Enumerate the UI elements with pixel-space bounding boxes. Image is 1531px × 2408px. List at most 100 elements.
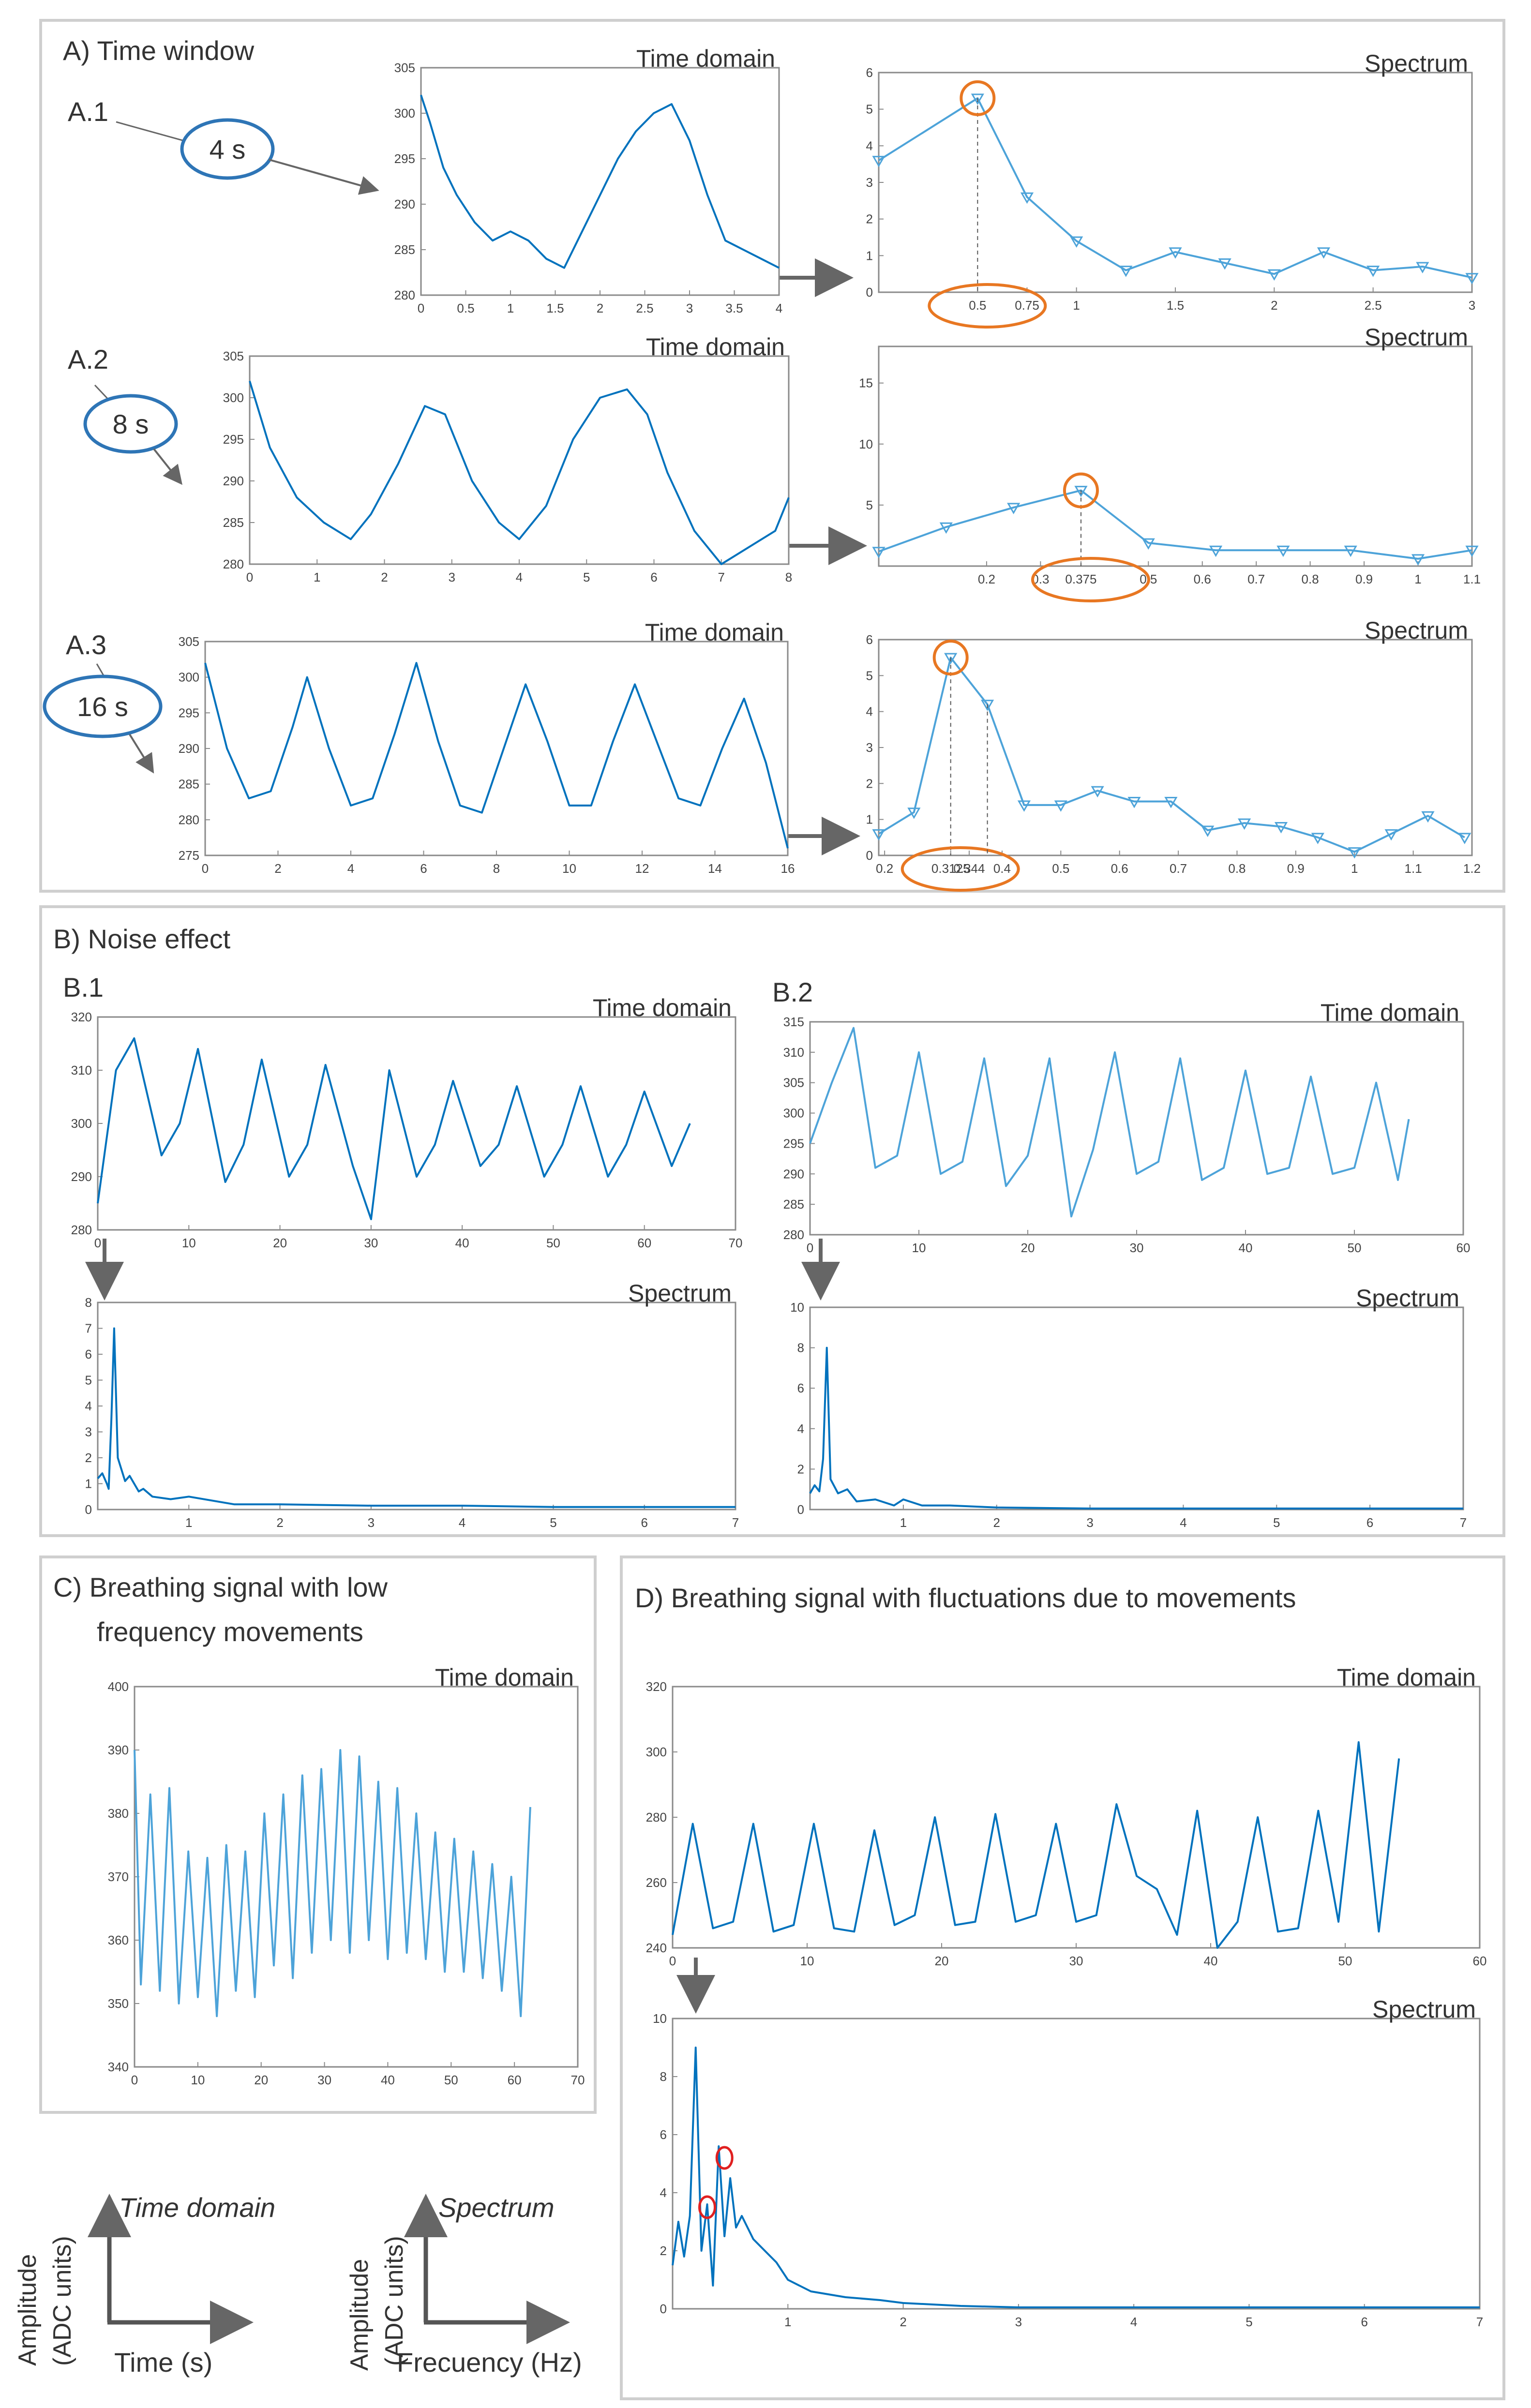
x-tick-label: 10: [912, 1241, 926, 1255]
y-tick-label: 300: [394, 106, 415, 120]
legend-spectrum-title: Spectrum: [438, 2192, 555, 2223]
y-tick-label: 8: [660, 2069, 667, 2084]
x-tick-label: 0: [807, 1241, 813, 1255]
x-tick-label: 50: [1338, 1954, 1352, 1968]
x-tick-label: 1.5: [546, 301, 564, 315]
y-tick-label: 10: [790, 1300, 804, 1315]
x-tick-label: 1: [1073, 298, 1080, 313]
chart-title: Time domain: [646, 333, 785, 360]
y-tick-label: 5: [866, 668, 873, 683]
chart-title: Spectrum: [1356, 1285, 1459, 1312]
x-tick-label: 2: [274, 861, 281, 876]
chart-a3-time: 0 2 4 6 8 10 12 14 16 275 280 285 290 295 300 305 Time d…: [179, 619, 795, 876]
x-tick-label: 0: [131, 2073, 138, 2087]
x-tick-label: 14: [708, 861, 722, 876]
x-tick-label: 5: [1246, 2315, 1252, 2329]
y-tick-label: 260: [646, 1875, 667, 1890]
data-point: [1070, 236, 1083, 248]
y-tick-label: 6: [85, 1347, 92, 1361]
chart-a2-spectrum: 0.2 0.3 0.375 0.5 0.6 0.7 0.8 0.9 1 1.151015Spect…: [859, 324, 1481, 602]
y-tick-label: 280: [394, 288, 415, 302]
x-tick-label: 1: [1414, 572, 1421, 586]
x-tick-label: 0.7: [1247, 572, 1265, 586]
data-point: [907, 808, 921, 819]
data-point: [1074, 486, 1088, 497]
data-point: [1141, 538, 1155, 550]
chart-title: Spectrum: [1365, 50, 1468, 77]
y-tick-label: 290: [179, 741, 199, 756]
x-tick-label: 5: [550, 1515, 556, 1530]
section-a-title: A) Time window: [63, 35, 255, 66]
x-tick-label: 3: [368, 1515, 375, 1530]
data-point: [1201, 825, 1215, 837]
x-tick-label: 10: [562, 861, 576, 876]
section-a-frame: [39, 19, 1505, 893]
peak-frequency-highlight: [901, 846, 1020, 892]
x-tick-label: 60: [1473, 1954, 1487, 1968]
data-point: [872, 156, 886, 167]
row-label-b1: B.1: [63, 972, 104, 1002]
y-tick-label: 1: [85, 1477, 92, 1491]
section-c-title-line1: C) Breathing signal with low: [53, 1572, 388, 1602]
y-tick-label: 0: [797, 1502, 804, 1517]
y-tick-label: 0: [85, 1502, 92, 1517]
series-line: [420, 94, 780, 269]
x-tick-label: 10: [800, 1954, 814, 1968]
x-tick-label: 1.1: [1405, 861, 1422, 876]
peak-highlight-circle: [932, 640, 969, 676]
peak-highlight-circle: [1063, 472, 1099, 509]
y-tick-label: 305: [223, 349, 244, 363]
y-tick-label: 0: [866, 848, 873, 863]
x-tick-label: 6: [1366, 1515, 1373, 1530]
data-point: [1209, 545, 1223, 557]
peak-frequency-highlight: [928, 283, 1047, 329]
x-tick-label: 0.5: [969, 298, 986, 313]
x-tick-label: 0.2: [978, 572, 995, 586]
peak-frequency-highlight: [1031, 557, 1150, 602]
y-tick-label: 5: [866, 498, 873, 512]
x-tick-label: 1: [507, 301, 514, 315]
y-tick-label: 400: [108, 1679, 129, 1694]
x-tick-label: 1: [784, 2315, 791, 2329]
x-tick-label: 3: [1015, 2315, 1022, 2329]
x-tick-label: 16: [781, 861, 795, 876]
series-line: [134, 1749, 531, 2018]
y-tick-label: 370: [108, 1870, 129, 1884]
plot-area: [420, 67, 780, 296]
y-tick-label: 15: [859, 376, 873, 390]
y-tick-label: 285: [783, 1197, 804, 1211]
y-tick-label: 280: [179, 812, 199, 827]
y-tick-label: 4: [866, 138, 873, 153]
data-point: [1421, 811, 1435, 823]
x-tick-label: 1.5: [1167, 298, 1184, 313]
x-tick-label: 0: [202, 861, 209, 876]
chart-b1-time: 0 10 20 30 40 50 60 70 280 290 300 310 320 Time domai…: [71, 994, 743, 1250]
y-tick-label: 275: [179, 848, 199, 863]
y-tick-label: 340: [108, 2060, 129, 2074]
x-tick-label: 6: [641, 1515, 647, 1530]
y-tick-label: 285: [223, 515, 244, 530]
series-line: [878, 657, 1465, 853]
chart-a2-time: 0 1 2 3 4 5 6 7 8 280 285 290 295 300 305 Time domain: [223, 333, 793, 584]
data-point: [1344, 545, 1357, 557]
series-line: [672, 1741, 1400, 1949]
x-tick-label: 7: [1476, 2315, 1483, 2329]
chart-d-spectrum: 1 2 3 4 5 6 7 0 2 4 6 8 10 Spectrum: [653, 1996, 1483, 2329]
y-tick-label: 4: [866, 704, 873, 719]
x-tick-label: 2.5: [636, 301, 653, 315]
x-tick-label: 1: [900, 1515, 907, 1530]
y-tick-label: 7: [85, 1321, 92, 1336]
legend-spectrum-xlabel: Frecuency (Hz): [397, 2347, 582, 2378]
chart-b2-time: 0 10 20 30 40 50 60 280 285 290 295 300 305 310 315 Tim…: [783, 999, 1471, 1255]
red-marker: [715, 2146, 734, 2170]
x-tick-label: 0.3125: [931, 861, 970, 876]
window-badge-8s: 8 s: [83, 384, 182, 485]
x-tick-label: 4: [1180, 1515, 1186, 1530]
x-tick-label: 30: [1069, 1954, 1083, 1968]
data-point: [1348, 847, 1361, 859]
x-tick-label: 60: [637, 1236, 651, 1250]
chart-title: Time domain: [636, 45, 775, 72]
data-point: [1169, 247, 1182, 259]
legend-time-xlabel: Time (s): [114, 2347, 212, 2378]
x-tick-label: 2: [381, 570, 388, 584]
